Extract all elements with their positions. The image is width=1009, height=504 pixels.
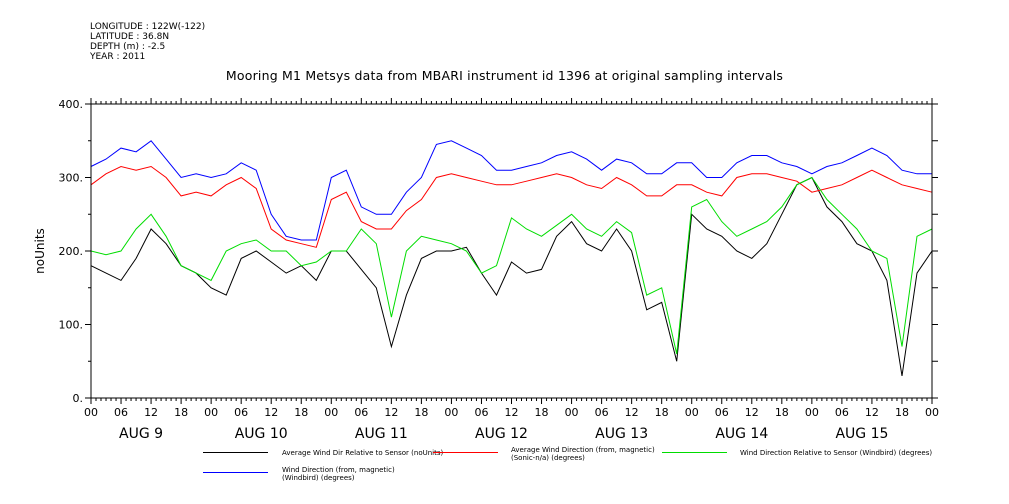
x-tick-label: 18 <box>294 406 308 419</box>
y-tick-label: 100. <box>59 319 84 332</box>
series-line-4 <box>90 140 932 241</box>
x-tick-label: 18 <box>174 406 188 419</box>
x-tick-label: 12 <box>865 406 879 419</box>
x-tick-label: 18 <box>535 406 549 419</box>
x-day-label: AUG 9 <box>119 426 163 442</box>
legend-label-4: Wind Direction (from, magnetic) (Windbir… <box>282 466 395 482</box>
x-tick-label: 06 <box>354 406 368 419</box>
x-tick-label: 12 <box>745 406 759 419</box>
x-tick-label: 12 <box>625 406 639 419</box>
x-tick-label: 06 <box>234 406 248 419</box>
x-day-label: AUG 13 <box>595 426 648 442</box>
legend-swatch-4 <box>203 472 268 473</box>
x-tick-label: 18 <box>775 406 789 419</box>
x-tick-label: 12 <box>505 406 519 419</box>
x-day-label: AUG 10 <box>235 426 288 442</box>
x-tick-label: 18 <box>414 406 428 419</box>
x-tick-label: 06 <box>835 406 849 419</box>
y-tick-label: 300. <box>59 172 84 185</box>
y-axis-label: noUnits <box>33 228 47 274</box>
x-tick-label: 00 <box>324 406 338 419</box>
x-tick-label: 12 <box>384 406 398 419</box>
y-tick-label: 400. <box>59 98 84 111</box>
x-day-label: AUG 11 <box>355 426 408 442</box>
legend-swatch-2 <box>433 452 498 453</box>
x-tick-label: 00 <box>204 406 218 419</box>
x-tick-label: 18 <box>895 406 909 419</box>
x-tick-label: 00 <box>84 406 98 419</box>
meta-depth: DEPTH (m) : -2.5 <box>90 42 166 52</box>
series-line-1 <box>90 176 933 376</box>
x-tick-label: 18 <box>655 406 669 419</box>
legend-label-3: Wind Direction Relative to Sensor (Windb… <box>740 449 933 457</box>
y-tick-label: 200. <box>59 245 84 258</box>
meta-longitude: LONGITUDE : 122W(-122) <box>90 22 206 32</box>
x-tick-label: 00 <box>565 406 579 419</box>
y-tick-label: 0. <box>73 392 84 405</box>
x-day-label: AUG 14 <box>715 426 768 442</box>
plot-frame <box>90 103 933 399</box>
x-tick-label: 06 <box>715 406 729 419</box>
meta-latitude: LATITUDE : 36.8N <box>90 32 170 42</box>
x-tick-label: 06 <box>474 406 488 419</box>
x-tick-label: 00 <box>444 406 458 419</box>
x-tick-label: 12 <box>264 406 278 419</box>
x-tick-label: 12 <box>144 406 158 419</box>
x-day-label: AUG 15 <box>835 426 888 442</box>
x-tick-label: 06 <box>114 406 128 419</box>
station-metadata: LONGITUDE : 122W(-122) LATITUDE : 36.8N … <box>90 22 205 62</box>
meta-year: YEAR : 2011 <box>90 52 146 62</box>
x-tick-label: 00 <box>805 406 819 419</box>
series-line-2 <box>90 165 933 248</box>
legend-swatch-3 <box>662 452 727 453</box>
x-tick-label: 00 <box>685 406 699 419</box>
series-line-3 <box>90 176 933 355</box>
legend-label-1: Average Wind Dir Relative to Sensor (noU… <box>282 449 444 457</box>
x-day-label: AUG 12 <box>475 426 528 442</box>
legend-label-2: Average Wind Direction (from, magnetic) … <box>511 446 655 462</box>
legend-swatch-1 <box>203 452 268 453</box>
x-tick-label: 06 <box>595 406 609 419</box>
chart-title: Mooring M1 Metsys data from MBARI instru… <box>225 68 784 83</box>
x-tick-label: 00 <box>925 406 939 419</box>
